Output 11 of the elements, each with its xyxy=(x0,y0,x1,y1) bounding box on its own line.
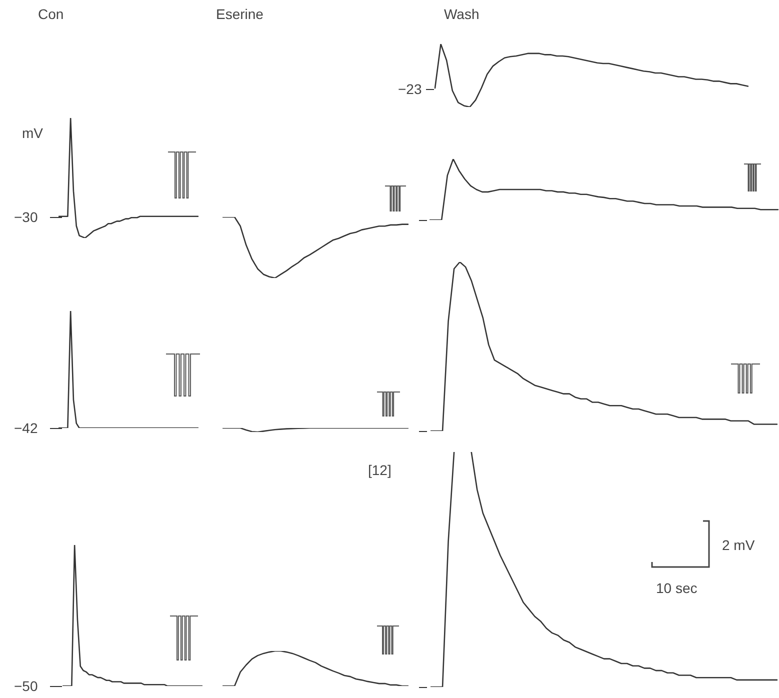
chart-title: Eserine xyxy=(216,6,264,22)
chart-title: Wash xyxy=(444,6,480,22)
text: −42 xyxy=(14,420,38,436)
annotation: 10 sec xyxy=(656,580,698,596)
y-axis-title: mV xyxy=(22,125,43,141)
chart-title: Con xyxy=(38,6,64,22)
annotation: 2 mV xyxy=(722,537,755,553)
text: −30 xyxy=(14,209,38,225)
text: −23 xyxy=(398,80,422,97)
text: −50 xyxy=(14,678,38,694)
text: [12] xyxy=(368,462,392,478)
